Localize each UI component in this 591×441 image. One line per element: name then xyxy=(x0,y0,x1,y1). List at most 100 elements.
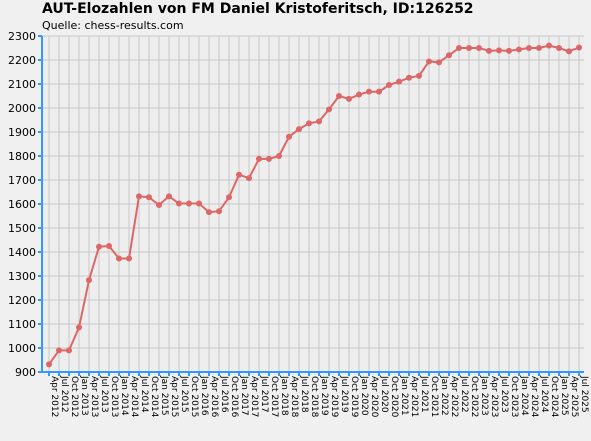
rating-point xyxy=(286,133,292,140)
x-tick-label: Oct 2012 xyxy=(69,376,79,417)
y-tick-label: 2100 xyxy=(8,78,36,91)
x-tick-label: Apr 2013 xyxy=(89,376,99,417)
y-tick-label: 1900 xyxy=(8,126,36,139)
rating-point xyxy=(576,44,582,51)
rating-point xyxy=(66,347,72,354)
x-tick-label: Oct 2024 xyxy=(549,376,559,418)
x-tick-label: Jul 2015 xyxy=(179,375,189,413)
rating-point xyxy=(566,48,572,55)
x-tick-label: Jan 2018 xyxy=(279,375,289,416)
rating-point xyxy=(446,52,452,59)
x-tick-label: Jul 2023 xyxy=(499,375,509,413)
rating-point xyxy=(426,58,432,65)
rating-point xyxy=(536,45,542,51)
rating-point xyxy=(156,201,162,208)
x-tick-label: Oct 2015 xyxy=(189,376,199,417)
y-tick-label: 1200 xyxy=(8,294,36,307)
y-tick-label: 2300 xyxy=(8,30,36,43)
x-tick-label: Oct 2021 xyxy=(429,376,439,417)
x-tick-label: Oct 2014 xyxy=(149,376,159,418)
x-tick-label: Oct 2017 xyxy=(269,376,279,417)
rating-point xyxy=(546,42,552,49)
x-tick-label: Jul 2014 xyxy=(139,375,149,413)
rating-point xyxy=(56,347,62,354)
rating-point xyxy=(106,243,112,249)
x-tick-label: Jul 2020 xyxy=(379,375,389,413)
x-tick-label: Oct 2013 xyxy=(109,376,119,417)
rating-point xyxy=(126,255,132,262)
y-tick-label: 1300 xyxy=(8,270,36,283)
x-tick-label: Apr 2023 xyxy=(489,376,499,417)
rating-point xyxy=(466,45,472,51)
rating-point xyxy=(526,45,532,51)
x-tick-label: Apr 2015 xyxy=(169,376,179,417)
x-tick-label: Apr 2016 xyxy=(209,376,219,418)
rating-point xyxy=(386,81,392,88)
rating-point xyxy=(46,361,52,368)
x-tick-label: Jan 2023 xyxy=(479,375,489,416)
x-tick-label: Jul 2016 xyxy=(219,375,229,413)
rating-point xyxy=(136,193,142,200)
y-tick-label: 1500 xyxy=(8,222,36,235)
x-tick-label: Jul 2021 xyxy=(419,375,429,413)
x-tick-label: Apr 2024 xyxy=(529,376,539,418)
rating-point xyxy=(116,255,122,262)
rating-point xyxy=(206,209,212,216)
rating-point xyxy=(226,194,232,201)
rating-point xyxy=(376,88,382,95)
rating-point xyxy=(496,47,502,54)
rating-point xyxy=(356,91,362,98)
x-tick-label: Jan 2017 xyxy=(239,375,249,416)
x-tick-label: Jul 2024 xyxy=(539,375,549,413)
x-tick-label: Oct 2019 xyxy=(349,376,359,418)
y-tick-label: 1600 xyxy=(8,198,36,211)
x-tick-label: Jan 2015 xyxy=(159,375,169,416)
rating-point xyxy=(556,45,562,51)
x-tick-label: Jul 2017 xyxy=(259,375,269,413)
rating-point xyxy=(326,106,332,113)
x-tick-label: Jan 2014 xyxy=(119,375,129,416)
rating-point xyxy=(186,200,192,207)
x-tick-label: Oct 2016 xyxy=(229,376,239,418)
rating-point xyxy=(346,95,352,102)
y-tick-label: 2200 xyxy=(8,54,36,67)
rating-point xyxy=(196,200,202,207)
x-tick-label: Jul 2022 xyxy=(459,375,469,413)
x-tick-label: Apr 2021 xyxy=(409,376,419,417)
y-tick-label: 1800 xyxy=(8,150,36,163)
x-tick-label: Jan 2020 xyxy=(359,375,369,416)
x-tick-label: Jan 2022 xyxy=(439,375,449,416)
x-tick-label: Apr 2018 xyxy=(289,376,299,418)
x-tick-label: Oct 2018 xyxy=(309,376,319,418)
rating-point xyxy=(336,93,342,99)
x-tick-label: Jan 2013 xyxy=(79,375,89,416)
rating-point xyxy=(456,45,462,51)
x-tick-label: Apr 2022 xyxy=(449,376,459,417)
rating-point xyxy=(476,45,482,51)
rating-point xyxy=(406,74,412,81)
x-tick-label: Jan 2025 xyxy=(559,375,569,416)
x-tick-label: Oct 2020 xyxy=(389,376,399,418)
rating-point xyxy=(266,155,272,162)
x-tick-label: Apr 2025 xyxy=(569,376,579,417)
x-tick-label: Oct 2023 xyxy=(509,376,519,417)
rating-point xyxy=(76,324,82,331)
rating-point xyxy=(166,193,172,200)
rating-point xyxy=(276,153,282,159)
rating-point xyxy=(316,118,322,125)
rating-point xyxy=(86,277,92,284)
x-tick-label: Apr 2012 xyxy=(49,376,59,417)
x-tick-label: Jul 2013 xyxy=(99,375,109,413)
x-tick-label: Jan 2021 xyxy=(399,375,409,416)
x-tick-label: Jul 2012 xyxy=(59,375,69,413)
rating-point xyxy=(436,59,442,66)
y-tick-label: 1100 xyxy=(8,318,36,331)
rating-point xyxy=(236,171,242,178)
y-tick-label: 1400 xyxy=(8,246,36,259)
rating-point xyxy=(486,47,492,54)
rating-point xyxy=(416,72,422,79)
rating-point xyxy=(366,88,372,95)
x-tick-label: Jan 2016 xyxy=(199,375,209,416)
